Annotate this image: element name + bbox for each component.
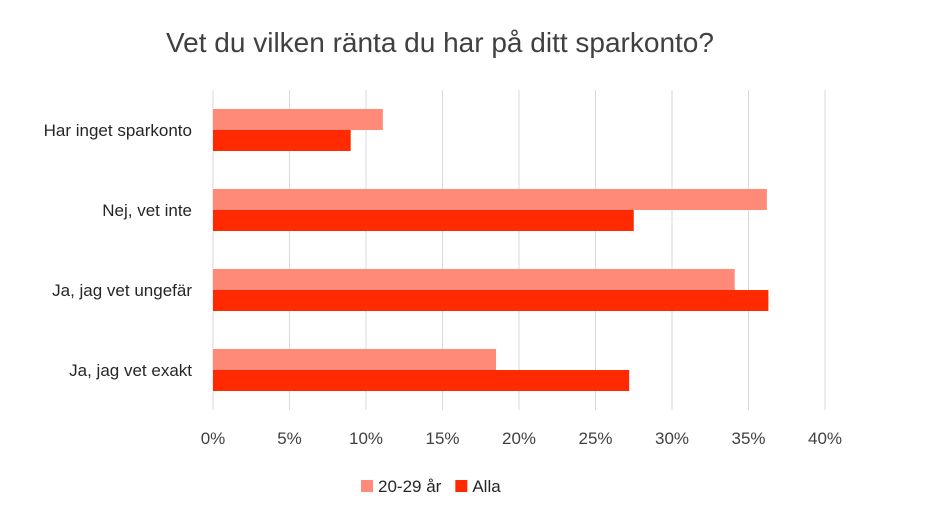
- x-tick-label: 25%: [578, 429, 612, 448]
- legend-label: 20-29 år: [378, 477, 442, 496]
- category-label: Har inget sparkonto: [44, 121, 192, 140]
- bar: [213, 370, 630, 391]
- chart-title: Vet du vilken ränta du har på ditt spark…: [166, 27, 714, 58]
- x-tick-label: 15%: [425, 429, 459, 448]
- category-label: Ja, jag vet ungefär: [52, 281, 192, 300]
- bar: [213, 269, 735, 290]
- x-tick-label: 5%: [277, 429, 302, 448]
- x-tick-label: 20%: [502, 429, 536, 448]
- x-tick-label: 10%: [349, 429, 383, 448]
- legend-swatch: [455, 480, 468, 492]
- x-tick-label: 35%: [731, 429, 765, 448]
- x-tick-label: 40%: [808, 429, 842, 448]
- bars: [213, 109, 769, 391]
- legend: 20-29 år Alla: [361, 477, 501, 496]
- legend-label: Alla: [472, 477, 501, 496]
- bar: [213, 290, 769, 311]
- legend-swatch: [361, 480, 373, 492]
- bar: [213, 210, 634, 231]
- category-labels: Har inget sparkonto Nej, vet inte Ja, jag …: [44, 121, 193, 380]
- category-label: Ja, jag vet exakt: [69, 361, 192, 380]
- category-label: Nej, vet inte: [102, 201, 192, 220]
- x-tick-label: 0%: [201, 429, 226, 448]
- bar: [213, 130, 351, 151]
- x-tick-label: 30%: [655, 429, 689, 448]
- bar: [213, 109, 383, 130]
- bar: [213, 189, 767, 210]
- bar: [213, 349, 497, 370]
- x-axis-ticks: 0% 5% 10% 15% 20% 25% 30% 35% 40%: [201, 429, 842, 448]
